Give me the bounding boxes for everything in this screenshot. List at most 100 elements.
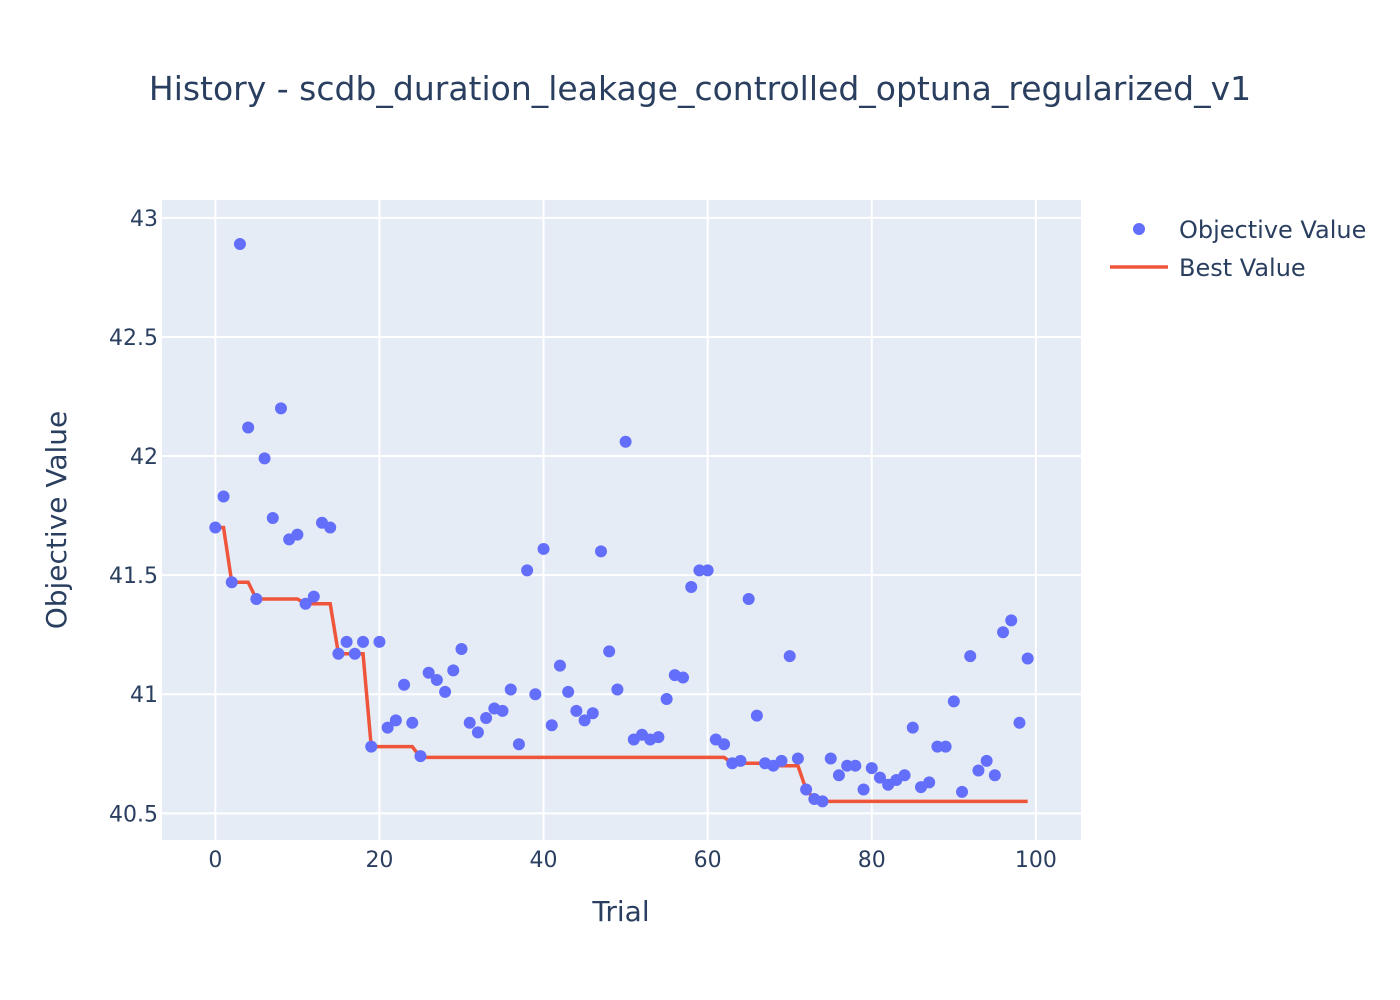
objective-point[interactable]	[832, 769, 845, 782]
objective-point[interactable]	[660, 693, 673, 705]
objective-point[interactable]	[931, 740, 944, 753]
objective-point[interactable]	[439, 685, 452, 698]
x-grid	[214, 200, 1037, 840]
legend-marker-objective	[1133, 223, 1145, 235]
objective-point[interactable]	[964, 650, 977, 663]
objective-point[interactable]	[906, 721, 919, 734]
objective-point[interactable]	[791, 752, 804, 765]
objective-point[interactable]	[291, 528, 304, 541]
objective-point[interactable]	[480, 712, 493, 725]
x-tick-label: 40	[530, 848, 558, 873]
legend-label-objective: Objective Value	[1179, 216, 1366, 244]
objective-point[interactable]	[685, 581, 698, 594]
objective-point[interactable]	[365, 740, 378, 753]
objective-point[interactable]	[939, 740, 952, 753]
objective-point[interactable]	[898, 769, 911, 782]
objective-point[interactable]	[750, 709, 763, 722]
x-tick-label: 60	[694, 848, 722, 873]
objective-point[interactable]	[406, 716, 419, 729]
objective-point[interactable]	[693, 564, 706, 577]
objective-point[interactable]	[570, 704, 583, 717]
objective-point[interactable]	[701, 564, 714, 577]
objective-point[interactable]	[521, 564, 534, 577]
objective-point[interactable]	[324, 521, 337, 534]
objective-point[interactable]	[537, 542, 550, 555]
objective-point[interactable]	[225, 576, 238, 589]
objective-point[interactable]	[1013, 716, 1026, 729]
objective-point[interactable]	[923, 776, 936, 789]
objective-point[interactable]	[381, 721, 394, 734]
objective-point[interactable]	[512, 738, 525, 751]
objective-point[interactable]	[250, 592, 263, 605]
objective-point[interactable]	[217, 490, 230, 503]
objective-point[interactable]	[956, 785, 969, 798]
objective-point[interactable]	[471, 726, 484, 739]
objective-point[interactable]	[594, 545, 607, 558]
objective-point[interactable]	[389, 714, 402, 727]
objective-point[interactable]	[857, 783, 870, 796]
objective-point[interactable]	[816, 795, 829, 808]
objective-point[interactable]	[578, 714, 591, 727]
objective-point[interactable]	[233, 238, 246, 251]
objective-point[interactable]	[997, 626, 1010, 639]
objective-point[interactable]	[266, 511, 279, 524]
objective-point[interactable]	[652, 731, 665, 744]
y-tick-label: 40.5	[109, 802, 158, 827]
x-axis-title: Trial	[591, 895, 649, 928]
objective-point[interactable]	[980, 754, 993, 767]
y-tick-label: 42.5	[109, 326, 158, 351]
objective-point[interactable]	[274, 402, 287, 415]
objective-value-series	[209, 238, 1034, 808]
objective-point[interactable]	[398, 678, 411, 691]
objective-point[interactable]	[455, 642, 468, 655]
objective-point[interactable]	[677, 671, 690, 684]
legend-item-best[interactable]: Best Value	[1110, 254, 1306, 282]
objective-point[interactable]	[800, 783, 813, 796]
objective-point[interactable]	[824, 752, 837, 765]
objective-point[interactable]	[742, 592, 755, 605]
objective-point[interactable]	[619, 435, 632, 448]
y-tick-label: 41	[130, 683, 158, 708]
objective-point[interactable]	[849, 759, 862, 772]
x-tick-label: 80	[858, 848, 886, 873]
objective-point[interactable]	[603, 645, 616, 658]
objective-point[interactable]	[553, 659, 566, 672]
objective-point[interactable]	[734, 754, 747, 767]
objective-point[interactable]	[332, 647, 345, 660]
objective-point[interactable]	[348, 647, 361, 660]
objective-point[interactable]	[562, 685, 575, 698]
objective-point[interactable]	[841, 759, 854, 772]
objective-point[interactable]	[357, 635, 370, 648]
objective-point[interactable]	[545, 719, 558, 732]
objective-point[interactable]	[422, 666, 435, 679]
objective-point[interactable]	[988, 769, 1001, 782]
objective-point[interactable]	[586, 707, 599, 720]
objective-point[interactable]	[1021, 652, 1034, 665]
objective-point[interactable]	[947, 695, 960, 708]
objective-point[interactable]	[1005, 614, 1018, 627]
objective-point[interactable]	[529, 688, 542, 701]
objective-point[interactable]	[783, 650, 796, 663]
objective-point[interactable]	[340, 635, 353, 648]
objective-point[interactable]	[865, 762, 878, 775]
objective-point[interactable]	[307, 590, 320, 603]
objective-point[interactable]	[414, 750, 427, 763]
objective-point[interactable]	[873, 771, 886, 784]
x-tick-label: 100	[1015, 848, 1057, 873]
objective-point[interactable]	[258, 452, 271, 465]
legend-item-objective[interactable]: Objective Value	[1133, 216, 1366, 244]
objective-point[interactable]	[430, 673, 443, 686]
objective-point[interactable]	[373, 635, 386, 648]
objective-point[interactable]	[496, 704, 509, 717]
objective-point[interactable]	[775, 754, 788, 767]
objective-point[interactable]	[463, 716, 476, 729]
objective-point[interactable]	[299, 597, 312, 610]
objective-point[interactable]	[611, 683, 624, 696]
objective-point[interactable]	[447, 664, 460, 677]
objective-point[interactable]	[718, 738, 731, 751]
objective-point[interactable]	[209, 521, 222, 534]
objective-point[interactable]	[504, 683, 517, 696]
objective-point[interactable]	[972, 764, 985, 777]
objective-point[interactable]	[242, 421, 255, 434]
